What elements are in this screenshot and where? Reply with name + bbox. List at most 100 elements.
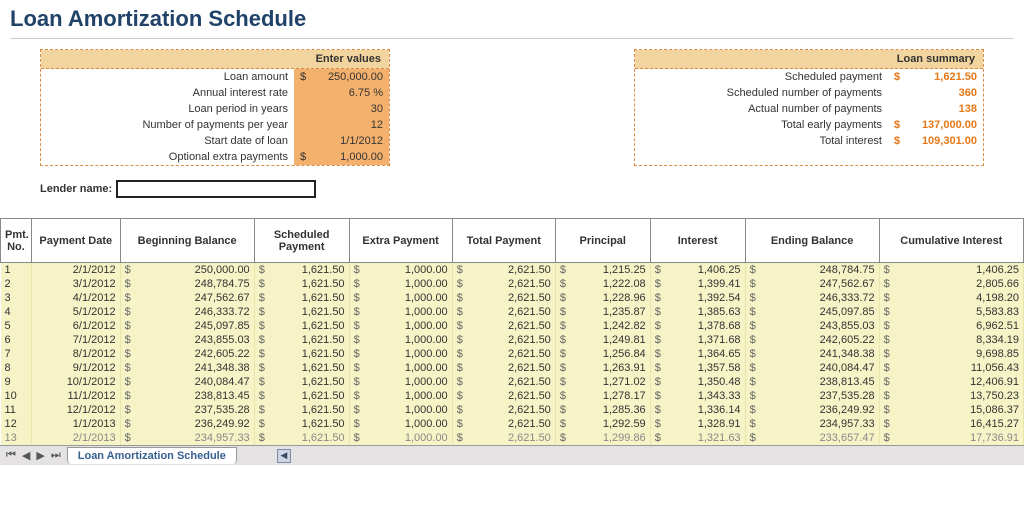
column-header[interactable]: Scheduled Payment <box>254 219 349 263</box>
summary-label: Total early payments <box>635 117 888 133</box>
table-row[interactable]: 78/1/2012$242,605.22$1,621.50$1,000.00$2… <box>1 347 1024 361</box>
tab-nav-controls: ⏮ ◀ ▶ ⏭ <box>0 449 67 462</box>
column-header[interactable]: Ending Balance <box>745 219 879 263</box>
cell-scheduled-payment: $1,621.50 <box>254 375 349 389</box>
cell-scheduled-payment: $1,621.50 <box>254 333 349 347</box>
cell-beginning-balance: $236,249.92 <box>120 417 254 431</box>
input-value-cell[interactable]: 12 <box>294 117 389 133</box>
cell-ending-balance: $234,957.33 <box>745 417 879 431</box>
table-row[interactable]: 12/1/2012$250,000.00$1,621.50$1,000.00$2… <box>1 263 1024 278</box>
cell-beginning-balance: $248,784.75 <box>120 277 254 291</box>
input-value-cell[interactable]: 1/1/2012 <box>294 133 389 149</box>
cell-date: 4/1/2012 <box>31 291 120 305</box>
cell-total-payment: $2,621.50 <box>452 263 555 278</box>
cell-extra-payment: $1,000.00 <box>349 403 452 417</box>
cell-scheduled-payment: $1,621.50 <box>254 403 349 417</box>
summary-label: Scheduled number of payments <box>635 85 888 101</box>
column-header[interactable]: Interest <box>650 219 745 263</box>
cell-scheduled-payment: $1,621.50 <box>254 417 349 431</box>
cell-ending-balance: $246,333.72 <box>745 291 879 305</box>
summary-label: Actual number of payments <box>635 101 888 117</box>
input-value-cell[interactable]: $250,000.00 <box>294 69 389 85</box>
table-row[interactable]: 23/1/2012$248,784.75$1,621.50$1,000.00$2… <box>1 277 1024 291</box>
cell-total-payment: $2,621.50 <box>452 403 555 417</box>
cell-pmt-no: 8 <box>1 361 32 375</box>
input-value-cell[interactable]: 30 <box>294 101 389 117</box>
column-header[interactable]: Payment Date <box>31 219 120 263</box>
first-sheet-icon[interactable]: ⏮ <box>4 449 18 462</box>
sheet-tab-active[interactable]: Loan Amortization Schedule <box>67 447 237 464</box>
column-header[interactable]: Total Payment <box>452 219 555 263</box>
column-header[interactable]: Pmt. No. <box>1 219 32 263</box>
cell-beginning-balance: $240,084.47 <box>120 375 254 389</box>
cell-interest: $1,385.63 <box>650 305 745 319</box>
summary-value-cell: 360 <box>888 85 983 101</box>
cell-beginning-balance: $246,333.72 <box>120 305 254 319</box>
cell-cumulative-interest: $1,406.25 <box>879 263 1023 278</box>
table-row[interactable]: 132/1/2013$234,957.33$1,621.50$1,000.00$… <box>1 431 1024 445</box>
cell-scheduled-payment: $1,621.50 <box>254 305 349 319</box>
summary-row: Scheduled payment$1,621.50 <box>635 69 983 85</box>
cell-principal: $1,271.02 <box>555 375 650 389</box>
table-row[interactable]: 121/1/2013$236,249.92$1,621.50$1,000.00$… <box>1 417 1024 431</box>
horizontal-scroll: ◀ <box>237 449 1024 463</box>
lender-name-input[interactable] <box>116 180 316 198</box>
prev-sheet-icon[interactable]: ◀ <box>20 449 32 462</box>
cell-date: 1/1/2013 <box>31 417 120 431</box>
cell-beginning-balance: $237,535.28 <box>120 403 254 417</box>
cell-extra-payment: $1,000.00 <box>349 431 452 445</box>
cell-ending-balance: $243,855.03 <box>745 319 879 333</box>
cell-ending-balance: $238,813.45 <box>745 375 879 389</box>
cell-date: 2/1/2012 <box>31 263 120 278</box>
table-row[interactable]: 67/1/2012$243,855.03$1,621.50$1,000.00$2… <box>1 333 1024 347</box>
cell-cumulative-interest: $5,583.83 <box>879 305 1023 319</box>
cell-total-payment: $2,621.50 <box>452 291 555 305</box>
column-header[interactable]: Principal <box>555 219 650 263</box>
cell-ending-balance: $248,784.75 <box>745 263 879 278</box>
table-row[interactable]: 910/1/2012$240,084.47$1,621.50$1,000.00$… <box>1 375 1024 389</box>
cell-scheduled-payment: $1,621.50 <box>254 361 349 375</box>
cell-date: 7/1/2012 <box>31 333 120 347</box>
enter-values-panel: Enter values Loan amount$250,000.00Annua… <box>40 49 390 166</box>
table-row[interactable]: 1112/1/2012$237,535.28$1,621.50$1,000.00… <box>1 403 1024 417</box>
cell-extra-payment: $1,000.00 <box>349 347 452 361</box>
cell-principal: $1,249.81 <box>555 333 650 347</box>
cell-beginning-balance: $242,605.22 <box>120 347 254 361</box>
cell-pmt-no: 9 <box>1 375 32 389</box>
cell-principal: $1,222.08 <box>555 277 650 291</box>
cell-date: 3/1/2012 <box>31 277 120 291</box>
title-divider <box>10 38 1014 39</box>
column-header[interactable]: Cumulative Interest <box>879 219 1023 263</box>
cell-beginning-balance: $243,855.03 <box>120 333 254 347</box>
scroll-left-icon[interactable]: ◀ <box>277 449 291 463</box>
column-header[interactable]: Extra Payment <box>349 219 452 263</box>
cell-beginning-balance: $247,562.67 <box>120 291 254 305</box>
table-row[interactable]: 45/1/2012$246,333.72$1,621.50$1,000.00$2… <box>1 305 1024 319</box>
next-sheet-icon[interactable]: ▶ <box>34 449 46 462</box>
summary-row: Total early payments$137,000.00 <box>635 117 983 133</box>
cell-interest: $1,321.63 <box>650 431 745 445</box>
cell-ending-balance: $237,535.28 <box>745 389 879 403</box>
cell-interest: $1,343.33 <box>650 389 745 403</box>
cell-principal: $1,215.25 <box>555 263 650 278</box>
input-row: Annual interest rate6.75 % <box>41 85 389 101</box>
column-header[interactable]: Beginning Balance <box>120 219 254 263</box>
cell-date: 5/1/2012 <box>31 305 120 319</box>
cell-principal: $1,256.84 <box>555 347 650 361</box>
cell-ending-balance: $245,097.85 <box>745 305 879 319</box>
table-row[interactable]: 56/1/2012$245,097.85$1,621.50$1,000.00$2… <box>1 319 1024 333</box>
table-row[interactable]: 1011/1/2012$238,813.45$1,621.50$1,000.00… <box>1 389 1024 403</box>
table-row[interactable]: 89/1/2012$241,348.38$1,621.50$1,000.00$2… <box>1 361 1024 375</box>
cell-cumulative-interest: $15,086.37 <box>879 403 1023 417</box>
cell-extra-payment: $1,000.00 <box>349 277 452 291</box>
cell-beginning-balance: $234,957.33 <box>120 431 254 445</box>
input-value-cell[interactable]: $1,000.00 <box>294 149 389 165</box>
last-sheet-icon[interactable]: ⏭ <box>49 449 63 462</box>
cell-principal: $1,235.87 <box>555 305 650 319</box>
input-value-cell[interactable]: 6.75 % <box>294 85 389 101</box>
table-row[interactable]: 34/1/2012$247,562.67$1,621.50$1,000.00$2… <box>1 291 1024 305</box>
cell-cumulative-interest: $13,750.23 <box>879 389 1023 403</box>
cell-total-payment: $2,621.50 <box>452 361 555 375</box>
cell-ending-balance: $233,657.47 <box>745 431 879 445</box>
page-title: Loan Amortization Schedule <box>0 0 1024 34</box>
